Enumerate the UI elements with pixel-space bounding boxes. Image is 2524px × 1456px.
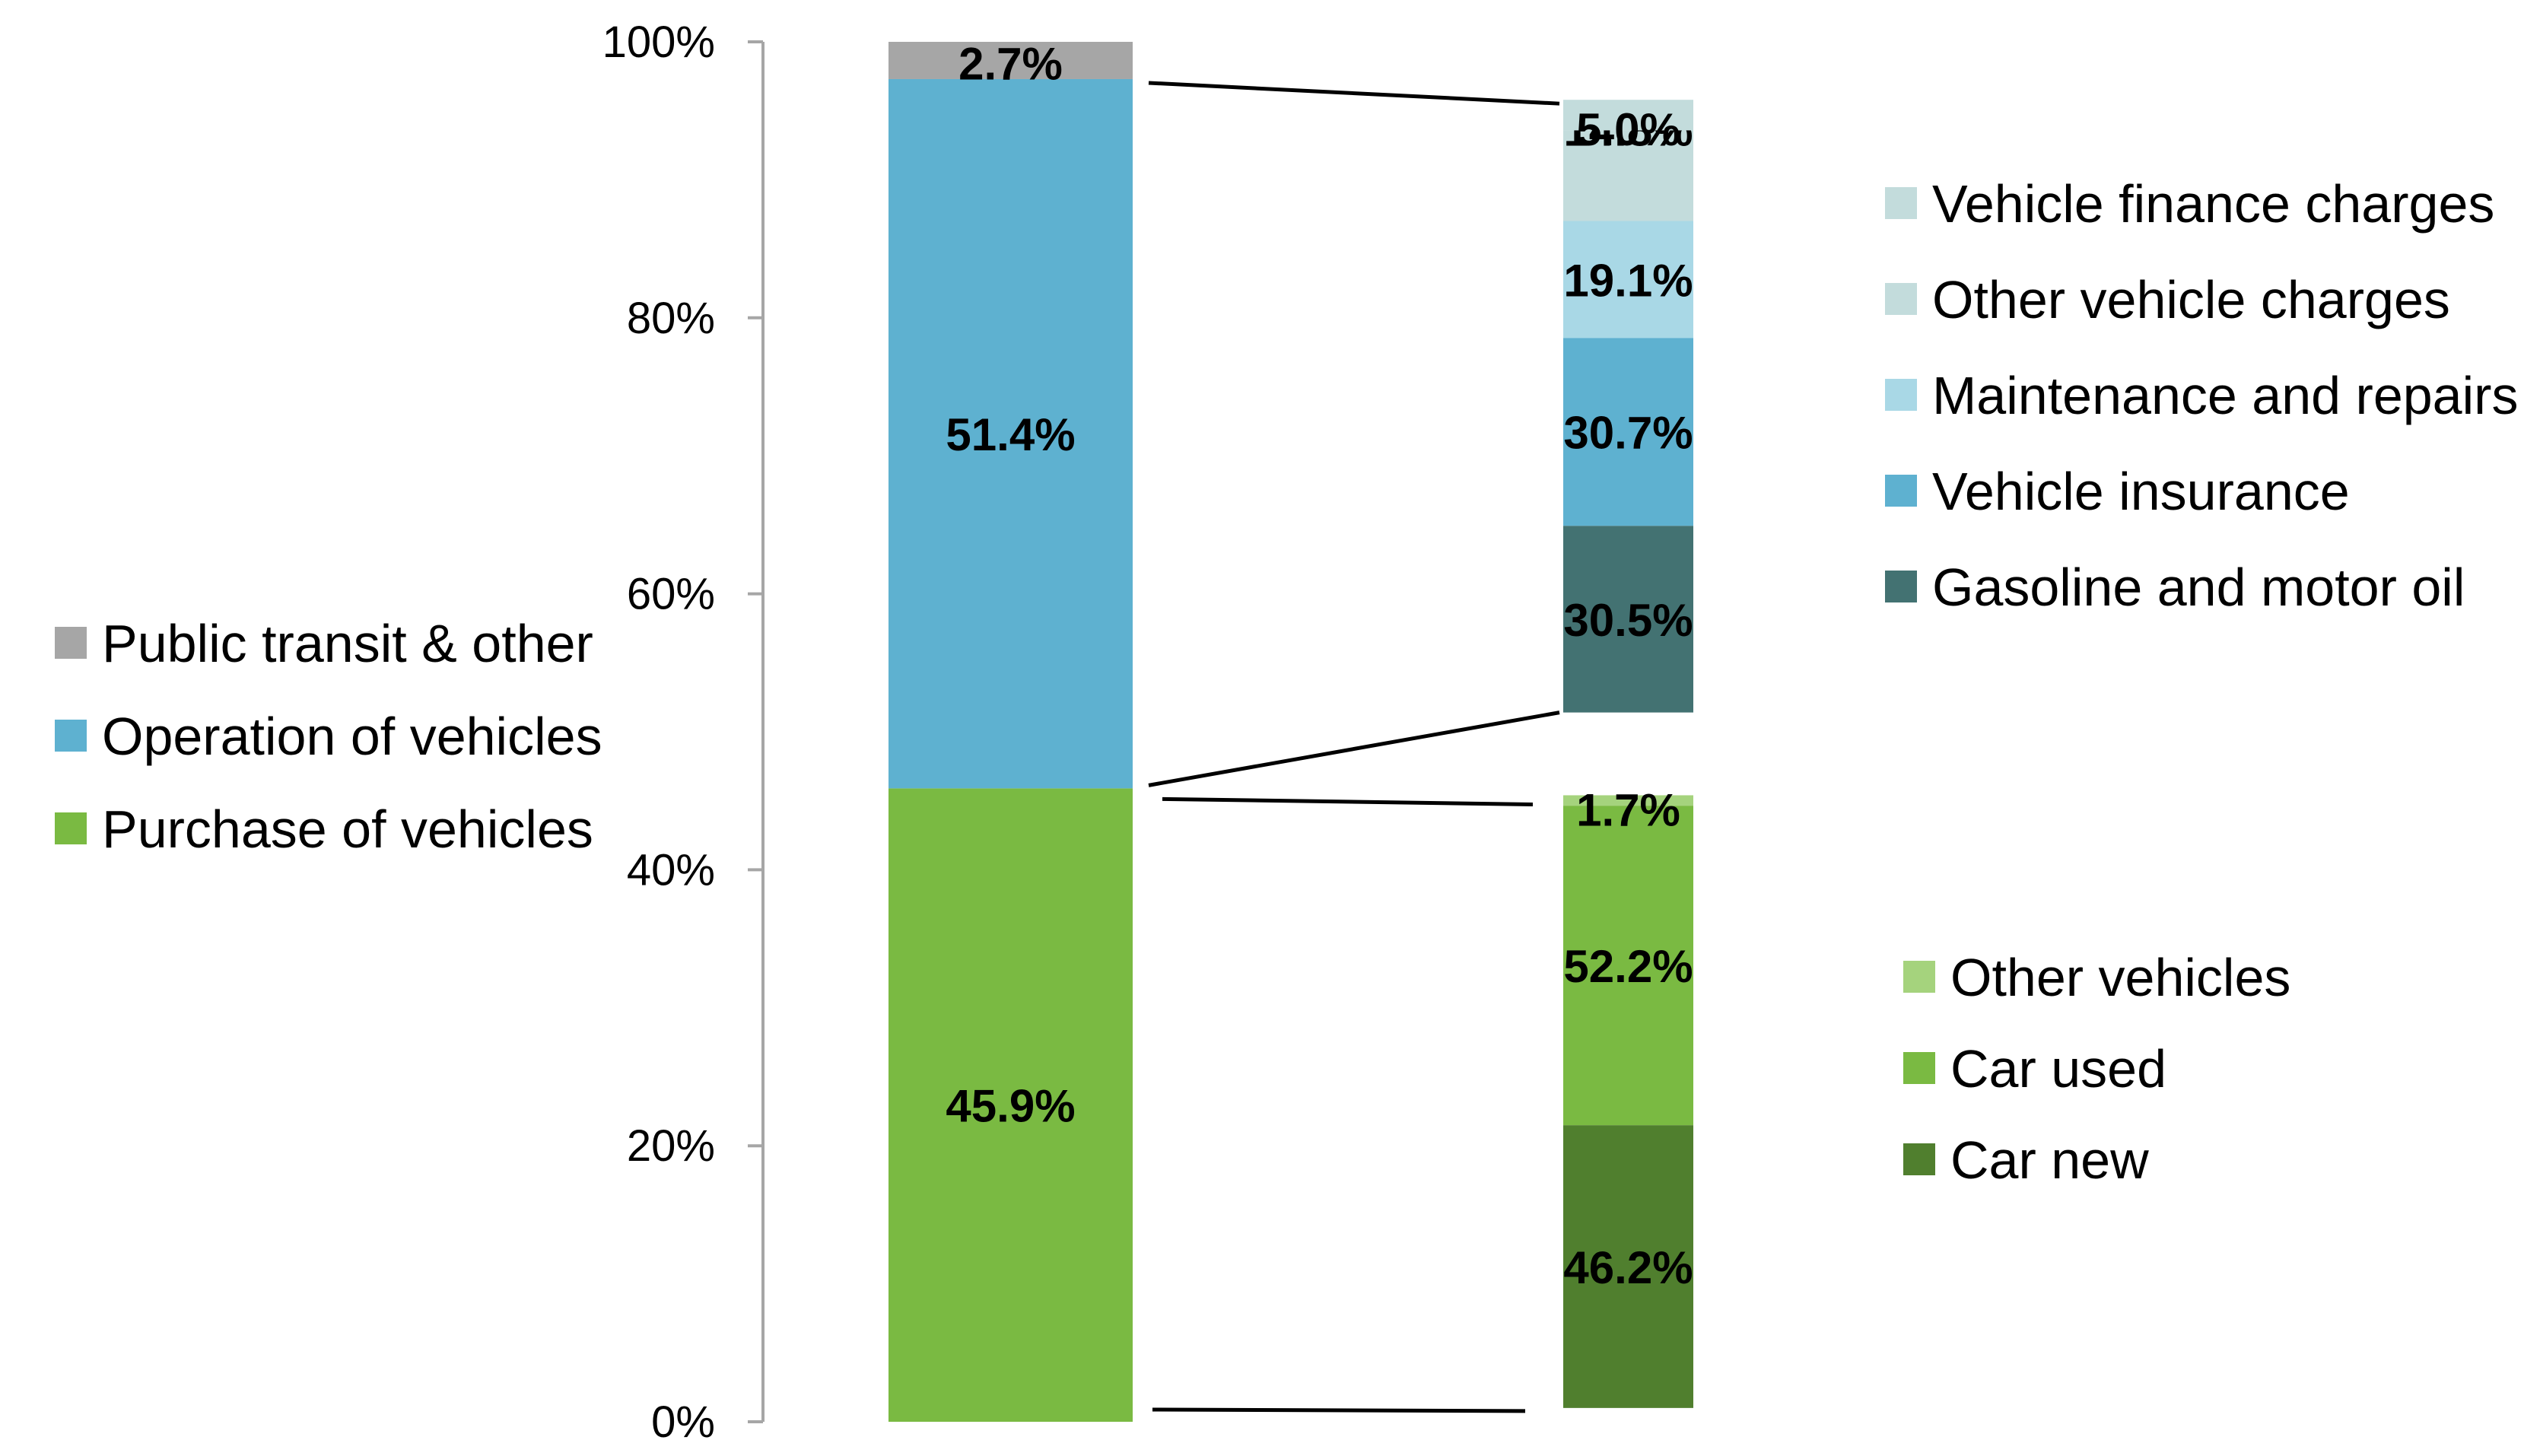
data-label: 30.7% bbox=[1563, 408, 1693, 459]
data-label: 52.2% bbox=[1563, 941, 1693, 992]
data-label: 51.4% bbox=[946, 409, 1075, 460]
data-label: 1.7% bbox=[1576, 784, 1680, 835]
bar-segment bbox=[1563, 338, 1693, 526]
y-tick-label: 60% bbox=[627, 570, 715, 619]
legend-swatch bbox=[1885, 283, 1917, 315]
bar-segment bbox=[1563, 795, 1693, 806]
legend-label: Car used bbox=[1950, 1039, 2166, 1098]
legend-swatch bbox=[1903, 1143, 1935, 1175]
legend-operation: Vehicle finance charges Other vehicle cha… bbox=[1885, 174, 2518, 617]
connector-line bbox=[1162, 796, 1534, 806]
legend-swatch bbox=[55, 812, 87, 844]
data-label: 2.7% bbox=[958, 38, 1063, 89]
data-label: 46.2% bbox=[1563, 1242, 1693, 1293]
connector-line bbox=[1148, 711, 1560, 787]
legend-label: Purchase of vehicles bbox=[102, 800, 593, 859]
legend-label: Public transit & other bbox=[102, 614, 593, 673]
connector-line bbox=[1152, 1407, 1526, 1413]
y-axis: 0% 20% 40% 60% 80% 100% bbox=[602, 17, 765, 1447]
legend-swatch bbox=[1903, 961, 1935, 993]
connector-lines bbox=[1148, 81, 1560, 1413]
legend-swatch bbox=[1903, 1052, 1935, 1084]
y-tick-label: 40% bbox=[627, 845, 715, 895]
bar-segment bbox=[1563, 806, 1693, 1126]
y-tick-label: 20% bbox=[627, 1121, 715, 1171]
legend-label: Other vehicle charges bbox=[1932, 270, 2450, 329]
bar-segment bbox=[888, 788, 1133, 1422]
bar-segment bbox=[1563, 526, 1693, 713]
bar-segment bbox=[1563, 100, 1693, 131]
legend-purchase: Other vehicles Car used Car new bbox=[1903, 948, 2290, 1190]
legend-swatch bbox=[1885, 187, 1917, 219]
legend-label: Gasoline and motor oil bbox=[1932, 558, 2465, 617]
data-label: 19.1% bbox=[1563, 255, 1693, 306]
data-label: 45.9% bbox=[946, 1081, 1075, 1132]
bar-segment bbox=[888, 42, 1133, 79]
legend-label: Vehicle finance charges bbox=[1932, 174, 2494, 234]
y-tick-label: 0% bbox=[651, 1397, 715, 1447]
legend-label: Operation of vehicles bbox=[102, 707, 602, 766]
legend-label: Other vehicles bbox=[1950, 948, 2290, 1007]
legend-label: Maintenance and repairs bbox=[1932, 366, 2518, 425]
connector-line bbox=[1148, 81, 1560, 106]
legend-swatch bbox=[1885, 475, 1917, 507]
purchase-breakdown-column: 46.2% 52.2% 1.7% bbox=[1563, 784, 1693, 1408]
legend-swatch bbox=[55, 720, 87, 752]
bar-segment bbox=[1563, 130, 1693, 221]
data-label: 5.0% bbox=[1576, 104, 1680, 155]
bar-segment bbox=[1563, 221, 1693, 339]
operation-breakdown-column: 30.5%30.7%19.1%14.8%5.0% bbox=[1563, 100, 1693, 713]
legend-swatch bbox=[55, 627, 87, 659]
y-tick-label: 80% bbox=[627, 294, 715, 343]
main-stacked-column: 45.9% 51.4% 2.7% bbox=[888, 38, 1133, 1422]
legend-swatch bbox=[1885, 571, 1917, 602]
bar-segment bbox=[888, 78, 1133, 789]
legend-label: Vehicle insurance bbox=[1932, 462, 2350, 521]
y-tick-label: 100% bbox=[602, 17, 715, 67]
legend-main: Public transit & other Operation of vehic… bbox=[55, 614, 602, 859]
legend-label: Car new bbox=[1950, 1130, 2149, 1190]
legend-swatch bbox=[1885, 379, 1917, 411]
bar-segment bbox=[1563, 1125, 1693, 1408]
data-label: 30.5% bbox=[1563, 595, 1693, 646]
